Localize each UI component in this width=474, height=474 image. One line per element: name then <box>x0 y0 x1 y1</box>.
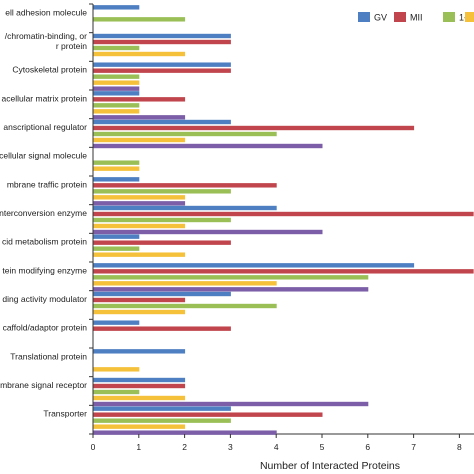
bar-mii-1 <box>93 39 231 45</box>
bar-1-cell-14 <box>93 418 231 423</box>
bar-series-4-13 <box>93 395 186 401</box>
category-label: Translational protein <box>10 351 87 361</box>
x-tick-label: 0 <box>91 442 96 452</box>
bar-series-5-4 <box>93 143 323 149</box>
category-label: acellular matrix protein <box>1 93 87 103</box>
bar-gv-0 <box>93 5 140 10</box>
bar-gv-6 <box>93 177 140 182</box>
x-tick-label: 3 <box>228 442 233 452</box>
bar-mii-4 <box>93 125 415 131</box>
bar-mii-11 <box>93 326 231 331</box>
bar-1-cell-8 <box>93 246 140 251</box>
bar-mii-9 <box>93 269 474 274</box>
legend: GVMII1-cell <box>358 12 474 23</box>
bar-1-cell-10 <box>93 303 277 309</box>
category-label: /chromatin-binding, or r protein <box>5 31 87 51</box>
category-label: caffold/adaptor protein <box>3 323 88 333</box>
bar-1-cell-4 <box>93 131 277 137</box>
bar-series-4-4 <box>93 137 186 143</box>
bar-mii-7 <box>93 211 474 217</box>
bar-series-4-6 <box>93 195 186 200</box>
x-tick-label: 1 <box>136 442 141 452</box>
x-ticks: 0 1 2 3 4 5 6 7 8 <box>91 434 462 452</box>
category-label: cid metabolism protein <box>2 237 87 247</box>
bar-gv-3 <box>93 91 140 96</box>
bar-gv-14 <box>93 406 231 411</box>
bar-series-5-3 <box>93 115 186 120</box>
bar-gv-11 <box>93 320 140 325</box>
bar-series-4-7 <box>93 223 186 229</box>
x-tick-label: 7 <box>411 442 416 452</box>
bar-1-cell-1 <box>93 45 140 51</box>
bar-mii-8 <box>93 240 231 245</box>
bar-mii-10 <box>93 297 186 303</box>
x-tick-label: 4 <box>274 442 279 452</box>
bar-series-5-2 <box>93 86 140 91</box>
bar-series-4-9 <box>93 281 277 286</box>
bar-mii-14 <box>93 412 323 417</box>
bar-series-4-12 <box>93 367 140 372</box>
bar-mii-6 <box>93 183 277 188</box>
bar-1-cell-6 <box>93 189 231 194</box>
x-axis-title: Number of Interacted Proteins <box>260 460 400 472</box>
category-label: anscriptional regulator <box>3 122 87 132</box>
legend-swatch <box>443 12 455 22</box>
bar-series-4-1 <box>93 51 186 57</box>
bar-series-5-7 <box>93 229 323 235</box>
bar-gv-12 <box>93 349 186 354</box>
legend-swatch <box>465 12 474 22</box>
bar-mii-13 <box>93 383 186 389</box>
bar-gv-4 <box>93 119 231 125</box>
bar-series-5-9 <box>93 287 369 292</box>
bar-series-4-10 <box>93 309 186 315</box>
bar-1-cell-9 <box>93 275 369 280</box>
category-label: ding activity modulator <box>2 294 87 304</box>
x-tick-label: 2 <box>182 442 187 452</box>
bar-series-4-5 <box>93 166 140 171</box>
bar-gv-10 <box>93 291 231 297</box>
legend-swatch <box>358 12 370 22</box>
x-tick-label: 8 <box>457 442 462 452</box>
bar-1-cell-7 <box>93 217 231 223</box>
bar-mii-3 <box>93 97 186 102</box>
category-label: Transporter <box>43 409 87 419</box>
category-label: mbrane signal receptor <box>0 380 87 390</box>
bar-series-5-14 <box>93 430 277 435</box>
bar-1-cell-3 <box>93 103 140 108</box>
bar-series-4-8 <box>93 252 186 257</box>
bar-gv-2 <box>93 62 231 67</box>
legend-label: MII <box>410 13 423 23</box>
x-tick-label: 6 <box>365 442 370 452</box>
bar-1-cell-5 <box>93 160 140 165</box>
bar-series-4-3 <box>93 109 140 114</box>
bar-series-5-6 <box>93 201 186 206</box>
bar-1-cell-2 <box>93 74 140 79</box>
category-label: nterconversion enzyme <box>0 208 87 218</box>
bar-gv-13 <box>93 377 186 383</box>
bar-gv-9 <box>93 263 415 268</box>
category-label: tein modifying enzyme <box>2 265 87 275</box>
bar-series-4-14 <box>93 424 186 429</box>
bar-gv-8 <box>93 234 140 239</box>
x-tick-label: 5 <box>320 442 325 452</box>
bar-gv-7 <box>93 205 277 211</box>
category-label: Cytoskeletal protein <box>12 65 87 75</box>
bar-mii-2 <box>93 68 231 73</box>
category-labels: ell adhesion molecule/chromatin-binding,… <box>0 3 93 435</box>
legend-label: GV <box>374 13 387 23</box>
legend-swatch <box>394 12 406 22</box>
bar-gv-1 <box>93 33 231 39</box>
category-label: ell adhesion molecule <box>5 7 87 17</box>
category-label: cellular signal molecule <box>0 151 87 161</box>
category-label: mbrane traffic protein <box>7 179 87 189</box>
bar-series-4-2 <box>93 80 140 85</box>
bars <box>93 5 474 435</box>
bar-series-5-13 <box>93 401 369 407</box>
bar-1-cell-0 <box>93 17 186 22</box>
bar-1-cell-13 <box>93 389 140 395</box>
